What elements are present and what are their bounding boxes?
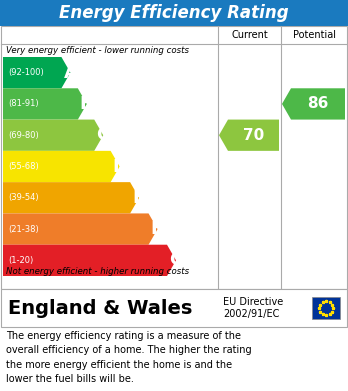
Text: (39-54): (39-54) — [8, 193, 39, 202]
Text: 70: 70 — [243, 128, 264, 143]
Text: G: G — [169, 251, 184, 269]
Bar — [312, 297, 340, 319]
Text: E: E — [132, 189, 144, 207]
Text: (55-68): (55-68) — [8, 162, 39, 171]
Polygon shape — [3, 151, 120, 182]
Polygon shape — [219, 120, 279, 151]
Text: C: C — [96, 126, 110, 144]
Text: F: F — [151, 220, 163, 238]
Text: Current: Current — [231, 30, 268, 40]
Text: (69-80): (69-80) — [8, 131, 39, 140]
Bar — [1, 289, 347, 327]
Text: Potential: Potential — [293, 30, 335, 40]
Text: EU Directive: EU Directive — [223, 296, 283, 307]
Text: 2002/91/EC: 2002/91/EC — [223, 309, 279, 319]
Polygon shape — [282, 88, 345, 120]
Text: (92-100): (92-100) — [8, 68, 44, 77]
Text: (1-20): (1-20) — [8, 256, 33, 265]
Text: A: A — [63, 64, 77, 82]
Text: Not energy efficient - higher running costs: Not energy efficient - higher running co… — [6, 267, 189, 276]
Text: (21-38): (21-38) — [8, 224, 39, 233]
Text: The energy efficiency rating is a measure of the
overall efficiency of a home. T: The energy efficiency rating is a measur… — [6, 331, 252, 384]
Polygon shape — [3, 213, 158, 245]
Text: Very energy efficient - lower running costs: Very energy efficient - lower running co… — [6, 46, 189, 55]
Polygon shape — [3, 88, 87, 120]
Bar — [0, 0, 348, 26]
Text: B: B — [80, 95, 94, 113]
Polygon shape — [3, 120, 103, 151]
Text: (81-91): (81-91) — [8, 99, 39, 108]
Bar — [1, 26, 347, 289]
Text: Energy Efficiency Rating: Energy Efficiency Rating — [59, 4, 289, 22]
Text: 86: 86 — [307, 97, 329, 111]
Polygon shape — [3, 57, 70, 88]
Polygon shape — [3, 182, 139, 213]
Text: D: D — [113, 158, 128, 176]
Text: England & Wales: England & Wales — [8, 298, 192, 317]
Polygon shape — [3, 245, 176, 276]
